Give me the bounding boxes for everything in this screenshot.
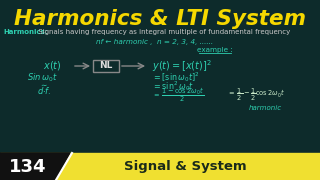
Text: $d{\cdot}f.$: $d{\cdot}f.$ <box>37 84 51 96</box>
Text: $\sim$: $\sim$ <box>39 80 49 89</box>
Polygon shape <box>0 153 70 180</box>
Text: $= \sin^2\omega_0 t$: $= \sin^2\omega_0 t$ <box>152 79 194 93</box>
Polygon shape <box>0 153 320 180</box>
Text: nf ← harmonic ,  n = 2, 3, 4, ......: nf ← harmonic , n = 2, 3, 4, ...... <box>96 39 213 45</box>
Text: $= [\sin\omega_0 t]^2$: $= [\sin\omega_0 t]^2$ <box>152 70 200 84</box>
Text: $y(t) = [x(t)]^2$: $y(t) = [x(t)]^2$ <box>152 58 212 74</box>
Text: $Sin\,\omega_0 t$: $Sin\,\omega_0 t$ <box>27 72 57 84</box>
Text: Signal & System: Signal & System <box>124 160 246 173</box>
Text: $=\;\dfrac{1-\cos 2\omega_0 t}{2}$: $=\;\dfrac{1-\cos 2\omega_0 t}{2}$ <box>152 86 204 104</box>
Text: $x(t)$: $x(t)$ <box>43 60 61 73</box>
Text: Harmonics & LTI System: Harmonics & LTI System <box>14 9 306 29</box>
Text: 134: 134 <box>9 158 47 176</box>
Text: Signals having frequency as integral multiple of fundamental frequency: Signals having frequency as integral mul… <box>36 29 290 35</box>
Text: example :: example : <box>197 47 233 53</box>
Text: Harmonics:: Harmonics: <box>3 29 48 35</box>
Bar <box>93 60 119 72</box>
Text: NL: NL <box>99 62 113 71</box>
Text: $=\;\dfrac{1}{2} - \dfrac{1}{2}\cos 2\omega_0 t$: $=\;\dfrac{1}{2} - \dfrac{1}{2}\cos 2\om… <box>227 87 285 103</box>
Text: harmonic: harmonic <box>248 105 282 111</box>
